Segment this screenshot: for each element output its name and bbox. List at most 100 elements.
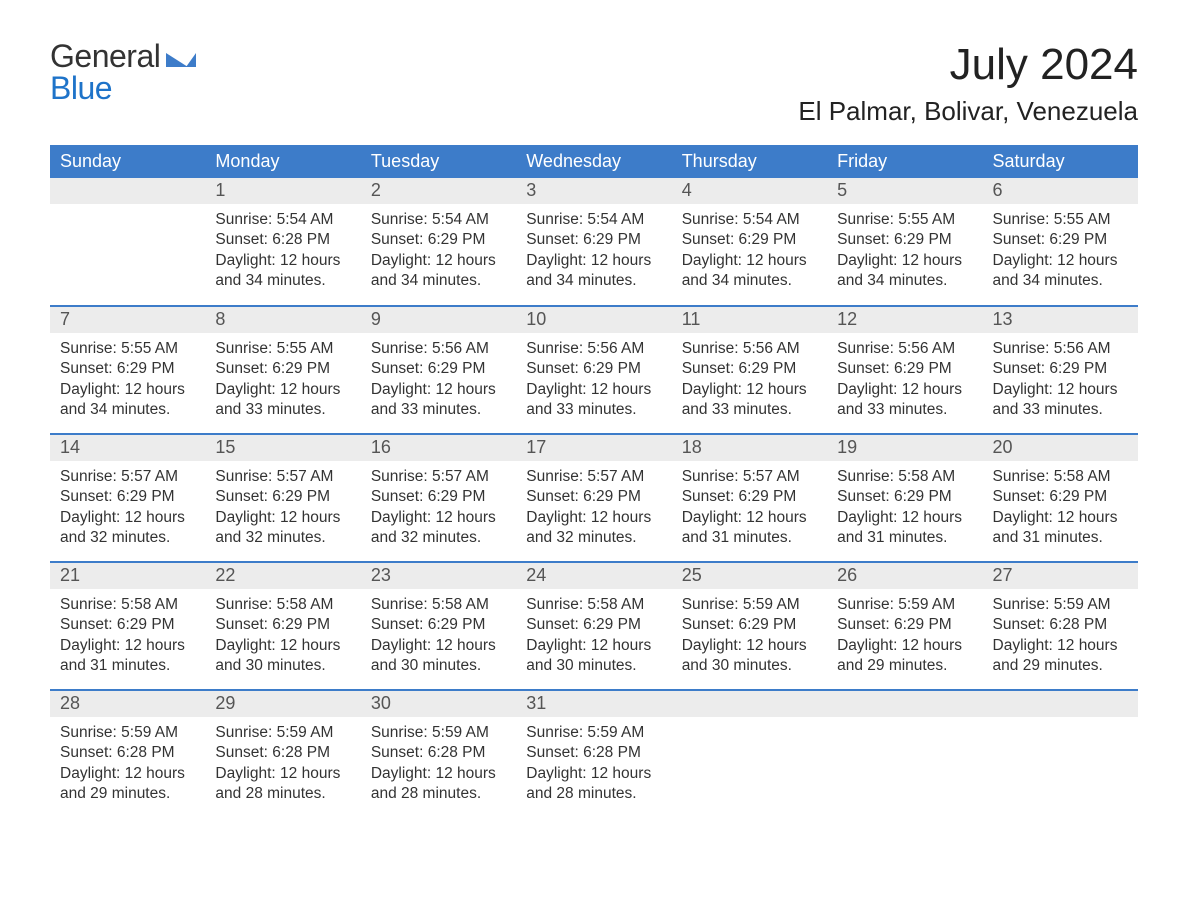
sunset-line: Sunset: 6:29 PM [993, 359, 1128, 379]
daylight-line: Daylight: 12 hours and 34 minutes. [993, 251, 1128, 292]
calendar-day-cell: 8Sunrise: 5:55 AMSunset: 6:29 PMDaylight… [205, 306, 360, 434]
daylight-line: Daylight: 12 hours and 29 minutes. [60, 764, 195, 805]
sunset-line: Sunset: 6:29 PM [215, 487, 350, 507]
day-number: 4 [672, 178, 827, 204]
logo-flag-icon [166, 53, 188, 67]
sunrise-line: Sunrise: 5:56 AM [682, 339, 817, 359]
sunset-line: Sunset: 6:29 PM [371, 359, 506, 379]
sunrise-line: Sunrise: 5:54 AM [682, 210, 817, 230]
sunset-line: Sunset: 6:29 PM [215, 359, 350, 379]
sunset-line: Sunset: 6:29 PM [837, 359, 972, 379]
sunrise-line: Sunrise: 5:58 AM [371, 595, 506, 615]
calendar-day-cell: 19Sunrise: 5:58 AMSunset: 6:29 PMDayligh… [827, 434, 982, 562]
day-body: Sunrise: 5:58 AMSunset: 6:29 PMDaylight:… [516, 589, 671, 677]
sunrise-line: Sunrise: 5:57 AM [526, 467, 661, 487]
sunrise-line: Sunrise: 5:54 AM [371, 210, 506, 230]
sunset-line: Sunset: 6:28 PM [993, 615, 1128, 635]
sunrise-line: Sunrise: 5:55 AM [993, 210, 1128, 230]
day-body: Sunrise: 5:57 AMSunset: 6:29 PMDaylight:… [672, 461, 827, 549]
day-body: Sunrise: 5:56 AMSunset: 6:29 PMDaylight:… [672, 333, 827, 421]
day-header: Thursday [672, 145, 827, 178]
calendar-day-cell [983, 690, 1138, 818]
sunset-line: Sunset: 6:29 PM [371, 230, 506, 250]
calendar-day-cell: 10Sunrise: 5:56 AMSunset: 6:29 PMDayligh… [516, 306, 671, 434]
sunset-line: Sunset: 6:29 PM [526, 615, 661, 635]
day-number: 7 [50, 307, 205, 333]
day-number: 10 [516, 307, 671, 333]
calendar-day-cell: 7Sunrise: 5:55 AMSunset: 6:29 PMDaylight… [50, 306, 205, 434]
day-number: 19 [827, 435, 982, 461]
daylight-line: Daylight: 12 hours and 29 minutes. [993, 636, 1128, 677]
sunset-line: Sunset: 6:28 PM [60, 743, 195, 763]
sunrise-line: Sunrise: 5:58 AM [60, 595, 195, 615]
calendar-day-cell [827, 690, 982, 818]
sunrise-line: Sunrise: 5:58 AM [215, 595, 350, 615]
sunrise-line: Sunrise: 5:57 AM [60, 467, 195, 487]
sunrise-line: Sunrise: 5:59 AM [993, 595, 1128, 615]
empty-daynum-bar [672, 691, 827, 717]
day-number: 14 [50, 435, 205, 461]
calendar-day-cell: 28Sunrise: 5:59 AMSunset: 6:28 PMDayligh… [50, 690, 205, 818]
day-body: Sunrise: 5:59 AMSunset: 6:29 PMDaylight:… [672, 589, 827, 677]
day-body: Sunrise: 5:59 AMSunset: 6:29 PMDaylight:… [827, 589, 982, 677]
daylight-line: Daylight: 12 hours and 33 minutes. [993, 380, 1128, 421]
calendar-day-cell: 27Sunrise: 5:59 AMSunset: 6:28 PMDayligh… [983, 562, 1138, 690]
daylight-line: Daylight: 12 hours and 34 minutes. [682, 251, 817, 292]
day-body: Sunrise: 5:55 AMSunset: 6:29 PMDaylight:… [50, 333, 205, 421]
day-header: Sunday [50, 145, 205, 178]
day-body: Sunrise: 5:59 AMSunset: 6:28 PMDaylight:… [205, 717, 360, 805]
day-number: 17 [516, 435, 671, 461]
day-number: 24 [516, 563, 671, 589]
header-area: General Blue July 2024 El Palmar, Boliva… [50, 40, 1138, 127]
daylight-line: Daylight: 12 hours and 33 minutes. [682, 380, 817, 421]
daylight-line: Daylight: 12 hours and 30 minutes. [371, 636, 506, 677]
calendar-day-cell: 13Sunrise: 5:56 AMSunset: 6:29 PMDayligh… [983, 306, 1138, 434]
sunset-line: Sunset: 6:28 PM [215, 230, 350, 250]
sunset-line: Sunset: 6:29 PM [682, 359, 817, 379]
daylight-line: Daylight: 12 hours and 33 minutes. [526, 380, 661, 421]
day-body: Sunrise: 5:55 AMSunset: 6:29 PMDaylight:… [205, 333, 360, 421]
calendar-day-cell: 14Sunrise: 5:57 AMSunset: 6:29 PMDayligh… [50, 434, 205, 562]
sunrise-line: Sunrise: 5:55 AM [60, 339, 195, 359]
day-body: Sunrise: 5:54 AMSunset: 6:29 PMDaylight:… [361, 204, 516, 292]
calendar-day-cell: 12Sunrise: 5:56 AMSunset: 6:29 PMDayligh… [827, 306, 982, 434]
logo-text-line1: General [50, 40, 160, 72]
calendar-day-cell: 21Sunrise: 5:58 AMSunset: 6:29 PMDayligh… [50, 562, 205, 690]
title-block: July 2024 El Palmar, Bolivar, Venezuela [798, 40, 1138, 127]
daylight-line: Daylight: 12 hours and 32 minutes. [371, 508, 506, 549]
daylight-line: Daylight: 12 hours and 33 minutes. [215, 380, 350, 421]
day-body: Sunrise: 5:58 AMSunset: 6:29 PMDaylight:… [50, 589, 205, 677]
sunrise-line: Sunrise: 5:59 AM [837, 595, 972, 615]
calendar-day-cell: 11Sunrise: 5:56 AMSunset: 6:29 PMDayligh… [672, 306, 827, 434]
calendar-day-cell: 26Sunrise: 5:59 AMSunset: 6:29 PMDayligh… [827, 562, 982, 690]
calendar-day-cell: 16Sunrise: 5:57 AMSunset: 6:29 PMDayligh… [361, 434, 516, 562]
day-number: 6 [983, 178, 1138, 204]
day-body: Sunrise: 5:57 AMSunset: 6:29 PMDaylight:… [50, 461, 205, 549]
daylight-line: Daylight: 12 hours and 28 minutes. [526, 764, 661, 805]
empty-daynum-bar [983, 691, 1138, 717]
day-body: Sunrise: 5:54 AMSunset: 6:29 PMDaylight:… [672, 204, 827, 292]
day-body: Sunrise: 5:56 AMSunset: 6:29 PMDaylight:… [827, 333, 982, 421]
day-body: Sunrise: 5:55 AMSunset: 6:29 PMDaylight:… [827, 204, 982, 292]
calendar-day-cell: 6Sunrise: 5:55 AMSunset: 6:29 PMDaylight… [983, 178, 1138, 306]
empty-daynum-bar [50, 178, 205, 204]
day-number: 29 [205, 691, 360, 717]
day-body: Sunrise: 5:57 AMSunset: 6:29 PMDaylight:… [516, 461, 671, 549]
daylight-line: Daylight: 12 hours and 33 minutes. [371, 380, 506, 421]
sunrise-line: Sunrise: 5:56 AM [993, 339, 1128, 359]
sunrise-line: Sunrise: 5:56 AM [371, 339, 506, 359]
day-number: 1 [205, 178, 360, 204]
day-body: Sunrise: 5:58 AMSunset: 6:29 PMDaylight:… [205, 589, 360, 677]
day-body: Sunrise: 5:59 AMSunset: 6:28 PMDaylight:… [361, 717, 516, 805]
calendar-day-cell: 31Sunrise: 5:59 AMSunset: 6:28 PMDayligh… [516, 690, 671, 818]
calendar-day-cell: 9Sunrise: 5:56 AMSunset: 6:29 PMDaylight… [361, 306, 516, 434]
sunrise-line: Sunrise: 5:55 AM [837, 210, 972, 230]
day-body: Sunrise: 5:57 AMSunset: 6:29 PMDaylight:… [361, 461, 516, 549]
calendar-day-cell: 18Sunrise: 5:57 AMSunset: 6:29 PMDayligh… [672, 434, 827, 562]
sunrise-line: Sunrise: 5:54 AM [526, 210, 661, 230]
calendar-day-cell: 17Sunrise: 5:57 AMSunset: 6:29 PMDayligh… [516, 434, 671, 562]
calendar-table: SundayMondayTuesdayWednesdayThursdayFrid… [50, 145, 1138, 818]
daylight-line: Daylight: 12 hours and 31 minutes. [682, 508, 817, 549]
sunset-line: Sunset: 6:28 PM [215, 743, 350, 763]
calendar-day-cell: 22Sunrise: 5:58 AMSunset: 6:29 PMDayligh… [205, 562, 360, 690]
